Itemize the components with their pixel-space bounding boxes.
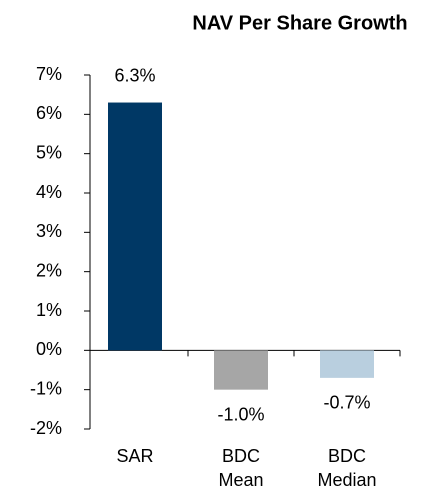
bar xyxy=(108,102,162,351)
y-tick-label: 7% xyxy=(36,64,62,84)
y-tick-label: 2% xyxy=(36,260,62,280)
y-tick-label: 1% xyxy=(36,300,62,320)
y-tick-label: 6% xyxy=(36,103,62,123)
y-tick-label: -2% xyxy=(30,418,62,438)
y-tick-label: 3% xyxy=(36,221,62,241)
y-tick-label: -1% xyxy=(30,378,62,398)
value-label: -1.0% xyxy=(217,404,264,424)
x-tick-label: BDC Mean xyxy=(218,446,264,490)
value-label: -0.7% xyxy=(323,393,370,413)
x-tick-label: BDC Median xyxy=(317,446,377,490)
bar xyxy=(214,350,268,390)
x-tick-label: SAR xyxy=(116,446,154,466)
chart-title: NAV Per Share Growth xyxy=(192,12,407,34)
y-tick-label: 0% xyxy=(36,339,62,359)
y-tick-label: 5% xyxy=(36,142,62,162)
bar xyxy=(320,350,374,378)
value-label: 6.3% xyxy=(114,65,155,85)
y-tick-label: 4% xyxy=(36,182,62,202)
